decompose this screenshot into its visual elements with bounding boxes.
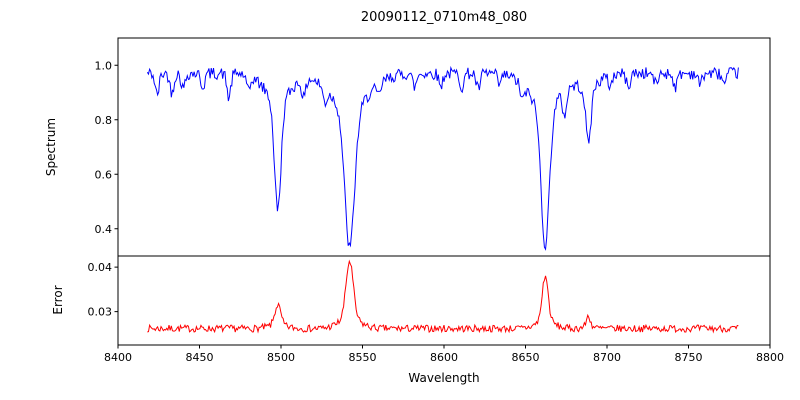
x-tick-label: 8700	[593, 351, 621, 364]
x-tick-label: 8450	[186, 351, 214, 364]
spectrum-y-tick-label: 1.0	[95, 59, 113, 72]
plot-title: 20090112_0710m48_080	[360, 10, 528, 25]
spectrum-y-tick-label: 0.8	[95, 114, 113, 127]
error-y-tick-label: 0.04	[88, 261, 113, 274]
wavelength-x-axis-label: Wavelength	[408, 371, 480, 385]
x-tick-label: 8550	[349, 351, 377, 364]
spectrum-y-tick-label: 0.6	[95, 168, 113, 181]
x-tick-label: 8500	[267, 351, 295, 364]
error-y-tick-label: 0.03	[88, 306, 113, 319]
x-tick-label: 8750	[675, 351, 703, 364]
spectrum-line	[146, 65, 739, 251]
spectrum-panel-border	[117, 37, 771, 257]
error-line	[147, 259, 739, 334]
x-tick-label: 8650	[512, 351, 540, 364]
x-tick-label: 8800	[756, 351, 784, 364]
x-tick-label: 8400	[104, 351, 132, 364]
x-tick-label: 8600	[430, 351, 458, 364]
error-panel-border	[117, 255, 771, 346]
spectrum-y-tick-label: 0.4	[95, 223, 113, 236]
